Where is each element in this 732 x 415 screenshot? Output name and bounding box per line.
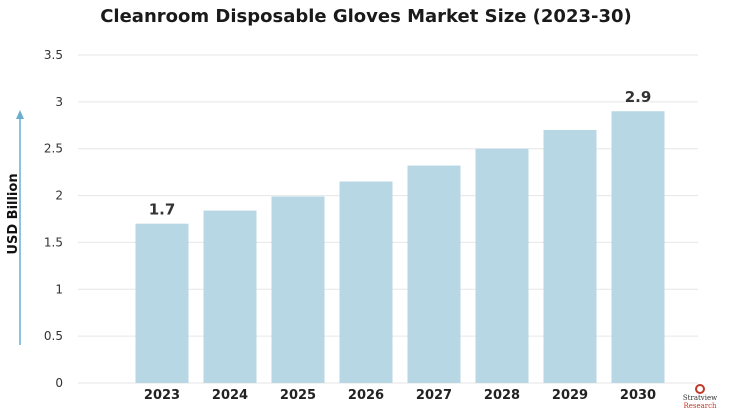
y-tick-label: 3.5 [44, 48, 63, 62]
bar-2028 [475, 148, 529, 383]
x-tick-label: 2026 [348, 388, 384, 403]
x-tick-label: 2028 [484, 388, 520, 403]
y-tick-label: 0 [55, 376, 63, 390]
data-labels: 1.7 2.9 [149, 88, 652, 218]
logo-tag: Research [683, 402, 717, 410]
target-icon [695, 384, 705, 394]
y-tick-label: 2.5 [44, 142, 63, 156]
logo-name: Stratview [682, 394, 718, 402]
data-label: 1.7 [149, 201, 176, 219]
x-tick-label: 2024 [212, 388, 248, 403]
x-tick-label: 2030 [620, 388, 656, 403]
x-tick-label: 2023 [144, 388, 180, 403]
x-tick-label: 2025 [280, 388, 316, 403]
x-tick-label: 2027 [416, 388, 452, 403]
y-axis-arrow [16, 110, 24, 345]
y-axis-label: USD Billion [6, 173, 21, 254]
x-tick-label: 2029 [552, 388, 588, 403]
bar-2030 [611, 111, 665, 383]
x-tick-labels: 2023 2024 2025 2026 2027 2028 2029 2030 [144, 388, 656, 403]
bar-2024 [203, 210, 257, 383]
bar-2029 [543, 129, 597, 383]
chart-title: Cleanroom Disposable Gloves Market Size … [100, 6, 632, 27]
y-tick-label: 3 [55, 95, 63, 109]
y-tick-label: 1 [55, 282, 63, 296]
data-label: 2.9 [625, 88, 652, 106]
bar-2023 [135, 223, 189, 383]
y-tick-label: 2 [55, 189, 63, 203]
bars [135, 111, 665, 383]
bar-2027 [407, 165, 461, 383]
y-tick-label: 1.5 [44, 235, 63, 249]
stratview-logo: Stratview Research [672, 384, 728, 414]
bar-2026 [339, 181, 393, 383]
y-tick-label: 0.5 [44, 329, 63, 343]
bar-2025 [271, 196, 325, 383]
y-tick-labels: 0 0.5 1 1.5 2 2.5 3 3.5 [44, 48, 63, 390]
